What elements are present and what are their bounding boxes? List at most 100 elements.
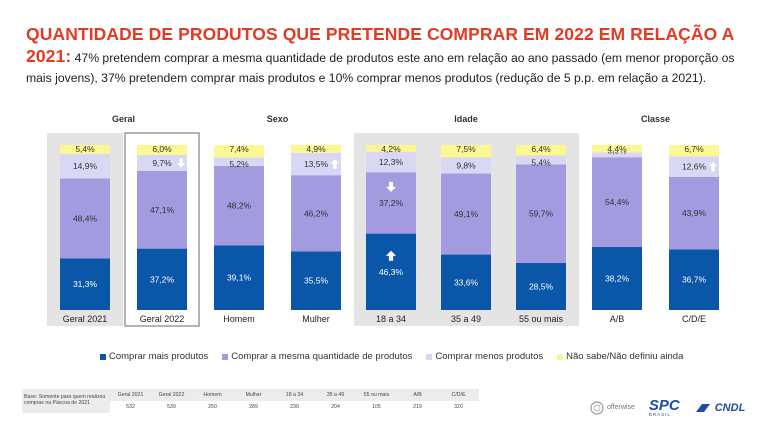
category-label: Mulher: [302, 314, 330, 324]
highlight-geral-2022: [124, 132, 200, 327]
base-value-cell: 289: [249, 404, 258, 410]
data-label: 35,5%: [304, 276, 329, 286]
legend-label: Comprar menos produtos: [435, 351, 544, 362]
base-value-cell: 219: [413, 404, 422, 410]
stacked-bar-chart: Geral Sexo Idade Classe 31,3% 48,4% 14,9% 5,4% G…: [47, 114, 719, 327]
data-label: 36,7%: [682, 275, 707, 285]
data-label: 46,3%: [379, 267, 404, 277]
bar-segment: [214, 157, 264, 166]
base-value-cell: 204: [331, 404, 340, 410]
legend-swatch: [426, 353, 433, 360]
data-label: 7,4%: [229, 144, 249, 154]
legend-label: Comprar mais produtos: [109, 351, 209, 362]
data-label: 14,9%: [73, 161, 98, 171]
data-label: 9,8%: [456, 160, 476, 170]
bar-segment: [137, 145, 187, 155]
bar-segment: [592, 152, 642, 158]
bar-segment: [592, 145, 642, 153]
bar-segment: [291, 175, 341, 252]
data-label: 6,4%: [531, 144, 551, 154]
data-label: 31,3%: [73, 279, 98, 289]
bar-segment: [137, 248, 187, 310]
bar-segment: [366, 233, 416, 310]
cndl-mark-icon: [695, 403, 710, 412]
legend-item: Comprar mais produtos: [100, 351, 208, 362]
bar-segment: [60, 153, 110, 179]
legend-label: Comprar a mesma quantidade de produtos: [231, 351, 413, 362]
base-value-cell: 320: [454, 404, 463, 410]
logos: offerwise SPC BRASIL CNDL: [590, 398, 745, 417]
bar-segment: [669, 156, 719, 178]
base-value-cell: 105: [372, 404, 381, 410]
bar-segment: [291, 144, 341, 153]
base-header-cell: 35 a 49: [315, 389, 356, 401]
data-label: 7,5%: [456, 144, 476, 154]
bar-segment: [137, 154, 187, 171]
base-header-cell: Mulher: [233, 389, 274, 401]
offerwise-logo: offerwise: [590, 401, 635, 415]
bar-segment: [366, 151, 416, 173]
group-label: Idade: [454, 114, 478, 124]
data-label: 38,2%: [605, 273, 630, 283]
data-label: 5,4%: [531, 158, 551, 168]
bar-segment: [669, 249, 719, 310]
category-label: 35 a 49: [451, 314, 481, 324]
base-value-cell: 539: [167, 404, 176, 410]
legend-item: Não sabe/Não definiu ainda: [557, 351, 683, 362]
legend-label: Não sabe/Não definiu ainda: [566, 351, 684, 362]
legend-swatch: [222, 353, 229, 360]
bar-segment: [441, 157, 491, 174]
data-label: 37,2%: [379, 198, 404, 208]
bar-segment: [669, 177, 719, 250]
data-label: 9,7%: [152, 158, 172, 168]
group-label: Sexo: [267, 114, 289, 124]
bar-segment: [291, 152, 341, 176]
data-label: 12,6%: [682, 162, 707, 172]
category-label: Homem: [223, 314, 255, 324]
base-header-cell: Geral 2022: [151, 389, 192, 401]
bar-segment: [441, 173, 491, 255]
base-table: Base: Somente para quem realizou compras…: [22, 389, 479, 413]
arrow-down-icon: [385, 181, 397, 193]
data-label: 47,1%: [150, 205, 175, 215]
bar-segment: [516, 262, 566, 310]
legend-item: Comprar a mesma quantidade de produtos: [222, 351, 412, 362]
bar-segment: [592, 246, 642, 310]
cndl-logo: CNDL: [694, 402, 745, 414]
bar-segment: [669, 145, 719, 157]
arrow-up-icon: [329, 158, 341, 170]
bar-segment: [592, 157, 642, 247]
data-label: 43,9%: [682, 208, 707, 218]
base-header-cell: Homem: [192, 389, 233, 401]
data-label: 48,2%: [227, 201, 252, 211]
data-label: 49,1%: [454, 209, 479, 219]
category-label: 55 ou mais: [519, 314, 564, 324]
bar-segment: [516, 155, 566, 165]
category-label: Geral 2022: [140, 314, 185, 324]
arrow-up-icon: [385, 250, 397, 262]
bar-segment: [214, 165, 264, 246]
group-label: Classe: [641, 114, 670, 124]
data-label: 4,9%: [306, 144, 326, 154]
base-value-cell: 250: [208, 404, 217, 410]
base-value-cell: 532: [126, 404, 135, 410]
bar-segment: [441, 254, 491, 310]
base-header-cell: Geral 2021: [110, 389, 151, 401]
data-label: 12,3%: [379, 157, 404, 167]
legend-swatch: [100, 353, 106, 360]
arrow-down-icon: [175, 157, 187, 169]
title-description: 47% pretendem comprar a mesma quantidade…: [26, 51, 735, 85]
bar-segment: [291, 251, 341, 310]
category-label: C/D/E: [682, 314, 706, 324]
base-label: Base: Somente para quem realizou compras…: [22, 389, 110, 413]
bar-segment: [60, 258, 110, 310]
data-label: 37,2%: [150, 274, 175, 284]
chart-legend: Comprar mais produtos Comprar a mesma qua…: [100, 351, 683, 362]
data-label: 4,4%: [607, 144, 627, 154]
data-label: 59,7%: [529, 209, 554, 219]
bar-segment: [60, 145, 110, 154]
data-label: 6,7%: [684, 144, 704, 154]
slide-title: QUANTIDADE DE PRODUTOS QUE PRETENDE COMP…: [26, 24, 746, 88]
base-header-cell: C/D/E: [438, 389, 479, 401]
bar-segment: [137, 170, 187, 249]
